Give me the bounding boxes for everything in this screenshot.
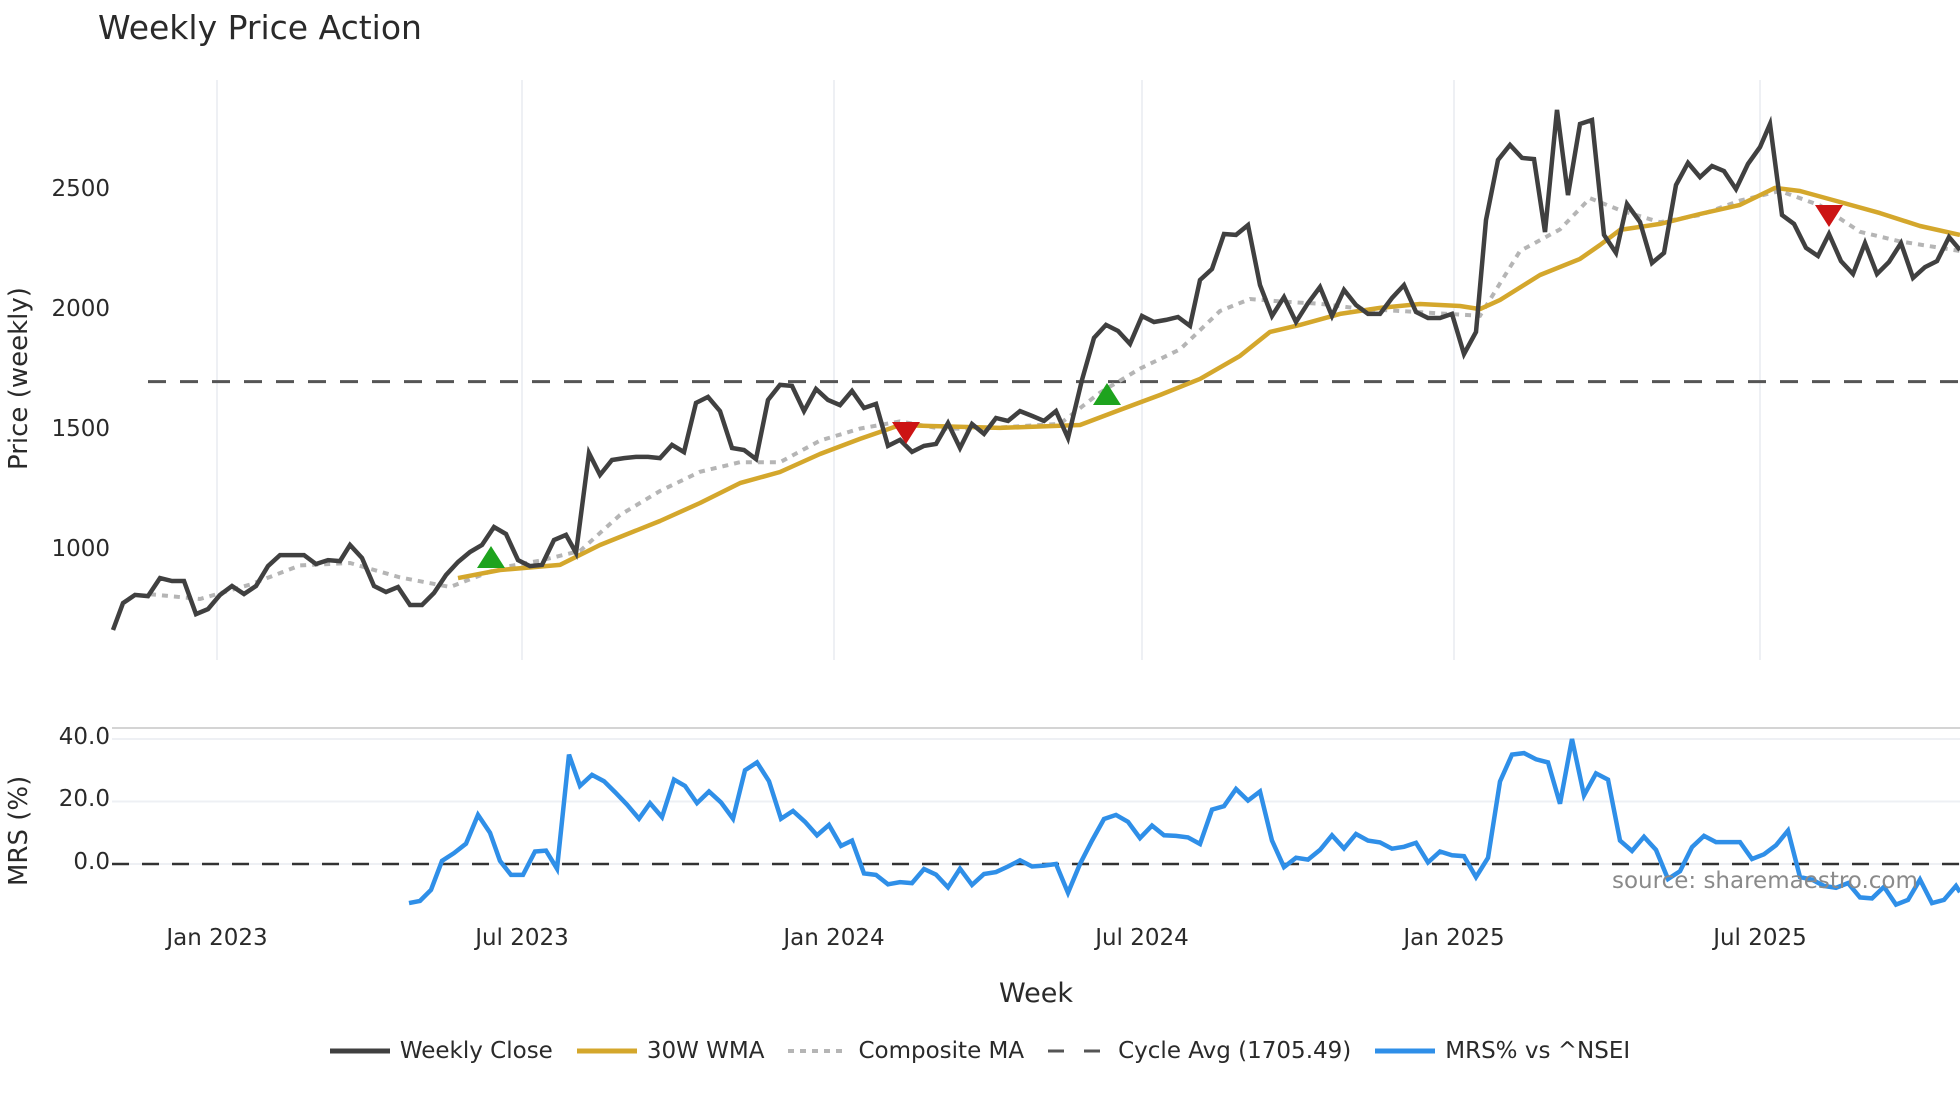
legend-label: 30W WMA xyxy=(646,1038,765,1064)
x-tick: Jul 2024 xyxy=(1095,925,1189,951)
price-y-tick: 1000 xyxy=(51,536,110,562)
buy-signal-triangle-up-icon xyxy=(477,545,505,568)
legend-swatch-solid-icon xyxy=(576,1048,637,1054)
mrs-line xyxy=(408,738,1960,908)
x-tick: Jan 2023 xyxy=(166,925,268,951)
composite-ma-line xyxy=(149,188,1960,602)
signal-markers xyxy=(477,205,1843,568)
legend-label: Composite MA xyxy=(858,1038,1025,1064)
legend-item-mrs[interactable]: MRS% vs ^NSEI xyxy=(1375,1038,1630,1064)
wma-30w-line xyxy=(457,185,1960,581)
x-tick: Jul 2023 xyxy=(475,925,569,951)
x-tick: Jan 2025 xyxy=(1403,925,1505,951)
x-tick: Jul 2025 xyxy=(1713,925,1807,951)
price-vertical-gridlines xyxy=(216,80,1761,660)
legend-label: Cycle Avg (1705.49) xyxy=(1118,1038,1352,1064)
legend-item-composite-ma[interactable]: Composite MA xyxy=(788,1038,1024,1064)
sell-signal-triangle-down-icon xyxy=(1815,205,1843,227)
legend-item-weekly-close[interactable]: Weekly Close xyxy=(329,1038,553,1064)
mrs-y-tick: 40.0 xyxy=(58,724,110,750)
legend-item-cycle-avg[interactable]: Cycle Avg (1705.49) xyxy=(1048,1038,1351,1064)
price-y-tick: 1500 xyxy=(51,416,110,442)
price-y-tick: 2500 xyxy=(51,176,110,202)
legend-item-30w-wma[interactable]: 30W WMA xyxy=(576,1038,765,1064)
weekly-close-line xyxy=(110,109,1960,631)
source-watermark: source: sharemaestro.com xyxy=(1612,868,1918,894)
mrs-y-tick: 20.0 xyxy=(58,786,110,812)
mrs-y-tick: 0.0 xyxy=(73,849,110,875)
legend-swatch-dotted-icon xyxy=(788,1049,849,1053)
x-axis-title: Week xyxy=(999,978,1073,1009)
legend-swatch-solid-icon xyxy=(329,1048,390,1054)
price-y-tick: 2000 xyxy=(51,296,110,322)
sell-signal-triangle-down-icon xyxy=(892,421,920,444)
buy-signal-triangle-up-icon xyxy=(1093,383,1121,405)
mrs-horizontal-gridlines xyxy=(112,738,1960,865)
legend-swatch-dashed-icon xyxy=(1048,1049,1109,1053)
x-tick: Jan 2024 xyxy=(783,925,885,951)
legend-label: Weekly Close xyxy=(399,1038,553,1064)
chart-title: Weekly Price Action xyxy=(98,8,422,47)
legend-swatch-solid-icon xyxy=(1375,1048,1436,1054)
legend: Weekly Close 30W WMA Composite MA Cycle … xyxy=(0,1038,1960,1064)
legend-label: MRS% vs ^NSEI xyxy=(1445,1038,1631,1064)
